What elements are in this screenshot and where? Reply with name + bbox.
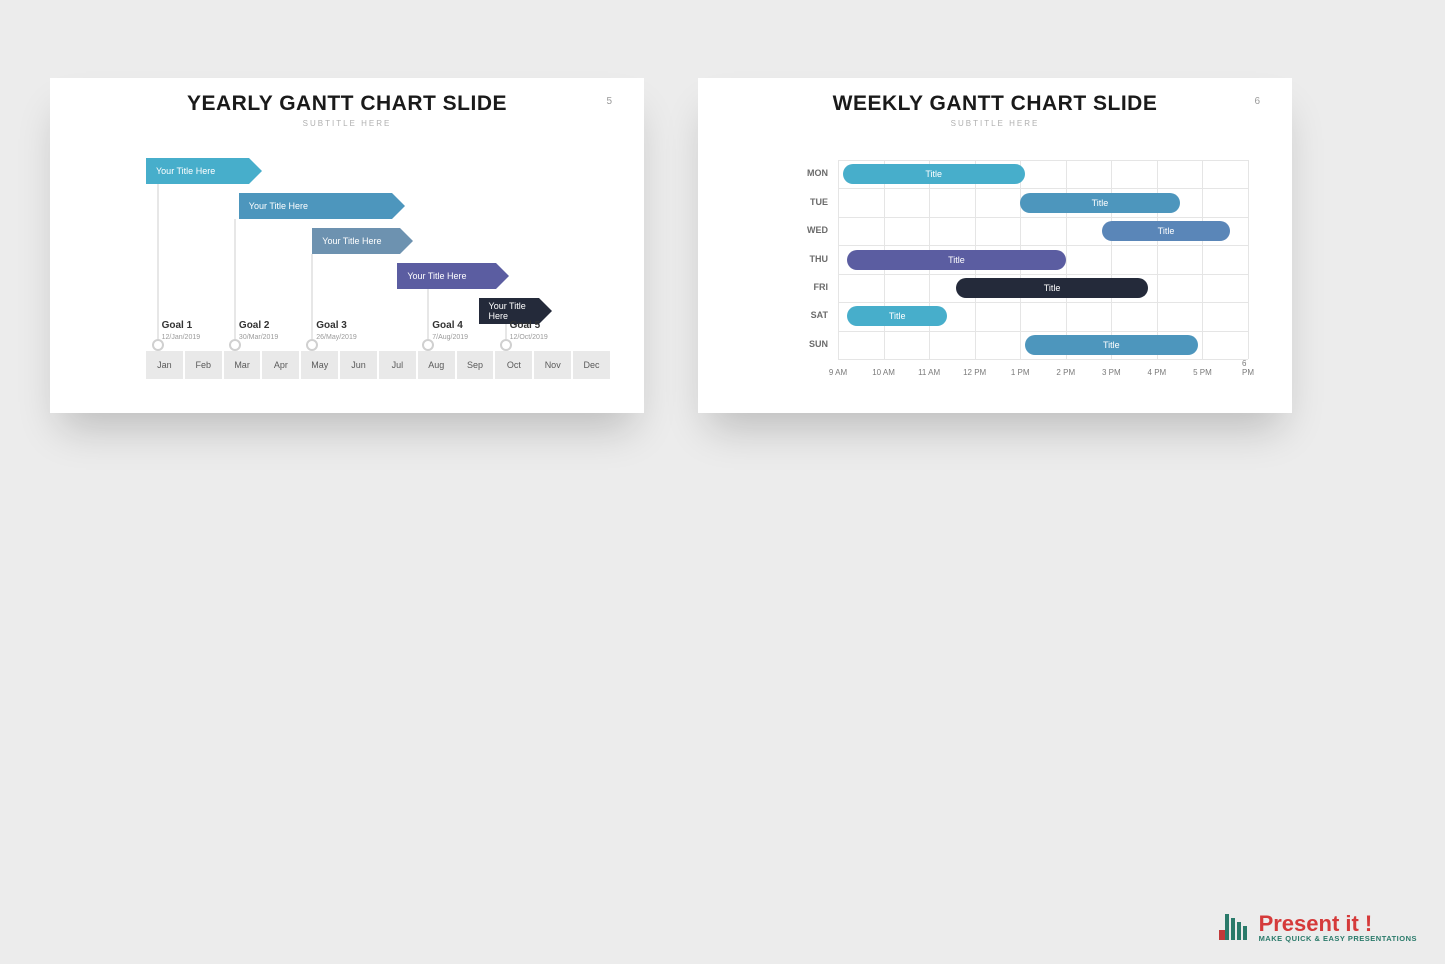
goal-date: 12/Oct/2019 bbox=[510, 334, 548, 341]
hour-label: 1 PM bbox=[1011, 368, 1030, 377]
goal-date: 26/May/2019 bbox=[316, 334, 356, 341]
grid-h-line bbox=[838, 217, 1248, 218]
month-cell: Jun bbox=[340, 351, 377, 379]
weekly-title: WEEKLY GANTT CHART SLIDE bbox=[698, 92, 1292, 116]
grid-h-line bbox=[838, 274, 1248, 275]
goal-stem bbox=[157, 184, 158, 339]
month-cell: Apr bbox=[262, 351, 299, 379]
brand-name: Present it ! bbox=[1259, 912, 1417, 935]
day-label: THU bbox=[773, 254, 828, 264]
brand-icon bbox=[1217, 910, 1251, 944]
hour-label: 10 AM bbox=[872, 368, 895, 377]
gantt-pill: Title bbox=[847, 250, 1066, 270]
grid-h-line bbox=[838, 302, 1248, 303]
gantt-pill: Title bbox=[1102, 221, 1230, 241]
weekly-gantt-slide: 6 WEEKLY GANTT CHART SLIDE SUBTITLE HERE… bbox=[698, 78, 1292, 413]
yearly-chart-area: JanFebMarAprMayJunJulAugSepOctNovDec You… bbox=[146, 142, 610, 379]
goal-stem bbox=[505, 324, 506, 339]
grid-v-line bbox=[1248, 160, 1249, 359]
goal-label: Goal 3 bbox=[316, 320, 347, 331]
month-cell: Feb bbox=[185, 351, 222, 379]
month-cell: May bbox=[301, 351, 338, 379]
goal-label: Goal 5 bbox=[510, 320, 541, 331]
goal-date: 7/Aug/2019 bbox=[432, 334, 468, 341]
gantt-pill: Title bbox=[847, 306, 947, 326]
grid-v-line bbox=[1111, 160, 1112, 359]
hour-label: 11 AM bbox=[918, 368, 940, 377]
goal-date: 12/Jan/2019 bbox=[162, 334, 201, 341]
grid-h-line bbox=[838, 359, 1248, 360]
gantt-pill: Title bbox=[1025, 335, 1198, 355]
day-label: TUE bbox=[773, 197, 828, 207]
yearly-subtitle: SUBTITLE HERE bbox=[50, 119, 644, 128]
month-axis: JanFebMarAprMayJunJulAugSepOctNovDec bbox=[146, 351, 610, 379]
hour-label: 6 PM bbox=[1242, 359, 1254, 377]
month-cell: Jan bbox=[146, 351, 183, 379]
grid-h-line bbox=[838, 188, 1248, 189]
day-label: SAT bbox=[773, 310, 828, 320]
gantt-pill: Title bbox=[956, 278, 1147, 298]
grid-v-line bbox=[1202, 160, 1203, 359]
hour-label: 2 PM bbox=[1056, 368, 1075, 377]
brand-tagline: MAKE QUICK & EASY PRESENTATIONS bbox=[1259, 935, 1417, 943]
day-label: SUN bbox=[773, 339, 828, 349]
brand-logo: Present it ! MAKE QUICK & EASY PRESENTAT… bbox=[1217, 910, 1417, 944]
hour-label: 3 PM bbox=[1102, 368, 1121, 377]
goal-stem bbox=[234, 219, 235, 339]
day-label: WED bbox=[773, 225, 828, 235]
gantt-pill: Title bbox=[1020, 193, 1179, 213]
grid-v-line bbox=[1157, 160, 1158, 359]
month-cell: Nov bbox=[534, 351, 571, 379]
month-cell: Dec bbox=[573, 351, 610, 379]
goal-date: 30/Mar/2019 bbox=[239, 334, 278, 341]
goal-stem bbox=[312, 254, 313, 339]
day-label: FRI bbox=[773, 282, 828, 292]
month-cell: Aug bbox=[418, 351, 455, 379]
page-number: 5 bbox=[606, 96, 612, 107]
day-label: MON bbox=[773, 168, 828, 178]
yearly-title: YEARLY GANTT CHART SLIDE bbox=[50, 92, 644, 116]
weekly-chart-area: MON TUE WED THU FRI SAT SUN 9 AM 10 AM 11 AM 12 PM… bbox=[773, 160, 1248, 377]
gantt-arrow-bar: Your Title Here bbox=[146, 158, 249, 184]
month-cell: Oct bbox=[495, 351, 532, 379]
grid-h-line bbox=[838, 160, 1248, 161]
goal-stem bbox=[428, 289, 429, 339]
month-cell: Sep bbox=[457, 351, 494, 379]
hour-label: 4 PM bbox=[1148, 368, 1167, 377]
goal-label: Goal 4 bbox=[432, 320, 463, 331]
gantt-arrow-bar: Your Title Here bbox=[397, 263, 496, 289]
gantt-arrow-bar: Your Title Here bbox=[312, 228, 400, 254]
hour-label: 9 AM bbox=[829, 368, 847, 377]
grid-h-line bbox=[838, 331, 1248, 332]
yearly-gantt-slide: 5 YEARLY GANTT CHART SLIDE SUBTITLE HERE… bbox=[50, 78, 644, 413]
grid-h-line bbox=[838, 245, 1248, 246]
goal-label: Goal 1 bbox=[162, 320, 193, 331]
gantt-pill: Title bbox=[843, 164, 1025, 184]
hour-label: 12 PM bbox=[963, 368, 986, 377]
weekly-subtitle: SUBTITLE HERE bbox=[698, 119, 1292, 128]
month-cell: Jul bbox=[379, 351, 416, 379]
grid-v-line bbox=[1066, 160, 1067, 359]
goal-label: Goal 2 bbox=[239, 320, 270, 331]
page-number: 6 bbox=[1254, 96, 1260, 107]
gantt-arrow-bar: Your Title Here bbox=[239, 193, 392, 219]
grid-v-line bbox=[838, 160, 839, 359]
hour-label: 5 PM bbox=[1193, 368, 1212, 377]
month-cell: Mar bbox=[224, 351, 261, 379]
